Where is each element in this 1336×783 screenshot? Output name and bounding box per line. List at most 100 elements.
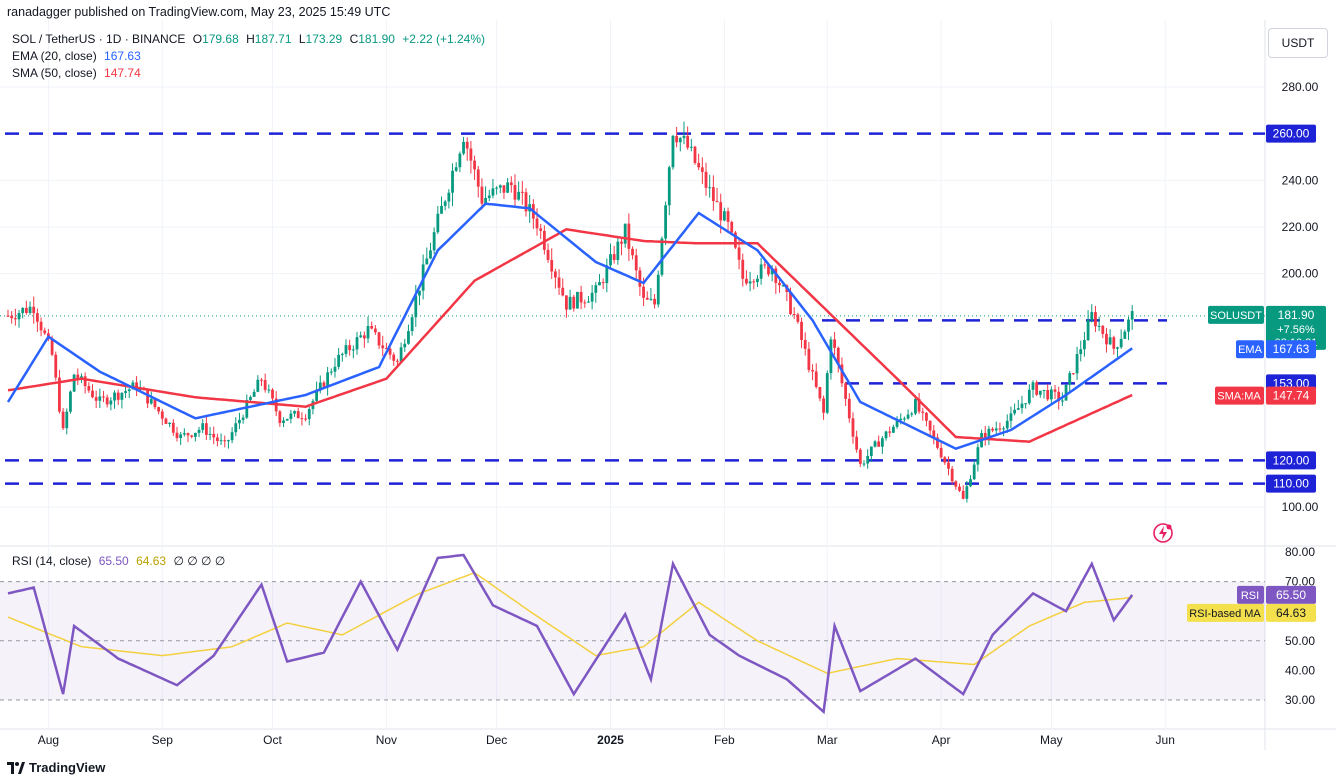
- candle-body: [359, 335, 363, 338]
- candle-body: [726, 211, 730, 222]
- candle-body: [737, 247, 741, 260]
- candle-body: [337, 354, 341, 367]
- currency-button[interactable]: USDT: [1268, 28, 1328, 58]
- candle-body: [252, 391, 256, 397]
- candle-body: [954, 481, 958, 487]
- rsi-extra: ∅ ∅ ∅ ∅: [173, 554, 226, 568]
- x-tick-label: Mar: [817, 733, 838, 747]
- candle-body: [282, 420, 285, 424]
- candle-body: [840, 364, 844, 384]
- candle-body: [936, 437, 939, 448]
- candle-body: [1013, 409, 1017, 414]
- rsi-ma-value: 64.63: [136, 554, 167, 568]
- candle-body: [39, 321, 43, 331]
- low-value: 173.29: [305, 32, 343, 46]
- candle-body: [950, 468, 954, 482]
- candle-body: [1046, 389, 1050, 400]
- candle-body: [65, 411, 69, 429]
- level-label: 120.00: [1273, 453, 1310, 467]
- horizontal-levels: [0, 132, 1265, 485]
- candle-body: [800, 321, 803, 341]
- candle-body: [502, 185, 506, 193]
- candle-body: [987, 428, 991, 439]
- candle-body: [351, 349, 355, 351]
- candle-body: [667, 167, 671, 206]
- candle-body: [465, 141, 469, 149]
- candle-body: [814, 371, 818, 387]
- candle-body: [517, 191, 521, 200]
- candle-body: [193, 432, 197, 437]
- candle-body: [293, 411, 296, 414]
- candle-body: [818, 386, 822, 399]
- candle-body: [436, 213, 440, 233]
- candle-body: [756, 278, 759, 283]
- candle-body: [631, 248, 634, 256]
- ema-value-box: [1266, 340, 1316, 359]
- candle-body: [1042, 389, 1046, 391]
- candle-body: [443, 201, 447, 206]
- candle-body: [561, 287, 565, 296]
- candle-body: [1068, 373, 1072, 385]
- brand-label: TradingView: [29, 760, 106, 775]
- candle-body: [120, 392, 124, 400]
- candle-body: [722, 211, 726, 221]
- lightning-icon[interactable]: [1152, 522, 1174, 544]
- candle-body: [418, 290, 421, 296]
- ema-legend[interactable]: EMA (20, close) 167.63: [12, 49, 141, 63]
- rsi-y-tick-label: 50.00: [1285, 634, 1315, 648]
- candle-body: [13, 318, 17, 320]
- candle-body: [855, 436, 859, 450]
- ema20-line: [6, 202, 1133, 451]
- rsi-value: 65.50: [98, 554, 129, 568]
- candle-body: [146, 390, 150, 404]
- candle-body: [153, 398, 157, 408]
- sma-legend[interactable]: SMA (50, close) 147.74: [12, 66, 141, 80]
- candle-body: [506, 182, 510, 193]
- rsi-ma-tag-box: [1187, 603, 1264, 622]
- rsi-label: RSI (14, close): [12, 554, 92, 568]
- candle-body: [432, 232, 436, 251]
- x-tick-label: Feb: [714, 733, 735, 747]
- candle-body: [976, 447, 980, 465]
- candle-body: [943, 457, 947, 463]
- candle-body: [1027, 389, 1031, 404]
- candle-body: [370, 326, 374, 329]
- candle-body: [116, 392, 120, 400]
- candle-body: [1024, 403, 1028, 405]
- y-tick-label: 200.00: [1282, 267, 1319, 281]
- candle-body: [1035, 382, 1039, 395]
- candle-body: [704, 171, 708, 188]
- candle-body: [1020, 403, 1024, 409]
- symbol-name[interactable]: SOL / TetherUS · 1D · BINANCE: [12, 32, 186, 46]
- candle-body: [271, 389, 274, 399]
- chart-grid: [0, 20, 1336, 750]
- candle-body: [947, 462, 950, 469]
- ema-axis-value: 167.63: [1273, 342, 1310, 356]
- candle-body: [384, 348, 388, 350]
- level-label: 260.00: [1273, 127, 1310, 141]
- candle-body: [590, 292, 594, 302]
- candle-body: [495, 187, 499, 189]
- x-tick-label: Sep: [152, 733, 174, 747]
- candle-body: [520, 191, 524, 193]
- candle-body: [6, 315, 10, 317]
- candle-body: [267, 389, 271, 391]
- candle-body: [884, 431, 888, 439]
- tradingview-brand[interactable]: TradingView: [7, 760, 105, 775]
- candle-body: [638, 270, 642, 287]
- low-label: L: [298, 32, 306, 46]
- candle-body: [693, 146, 697, 163]
- candle-body: [373, 328, 377, 333]
- rsi-legend[interactable]: RSI (14, close) 65.50 64.63 ∅ ∅ ∅ ∅: [12, 554, 225, 568]
- candle-body: [921, 411, 925, 413]
- candle-body: [1016, 408, 1020, 410]
- candle-body: [109, 400, 113, 405]
- candle-body: [825, 373, 829, 413]
- candle-body: [891, 426, 895, 433]
- candle-body: [318, 382, 322, 390]
- candle-body: [579, 291, 583, 303]
- candle-body: [1094, 312, 1097, 327]
- candle-body: [381, 345, 385, 349]
- sma50-line: [7, 227, 1133, 443]
